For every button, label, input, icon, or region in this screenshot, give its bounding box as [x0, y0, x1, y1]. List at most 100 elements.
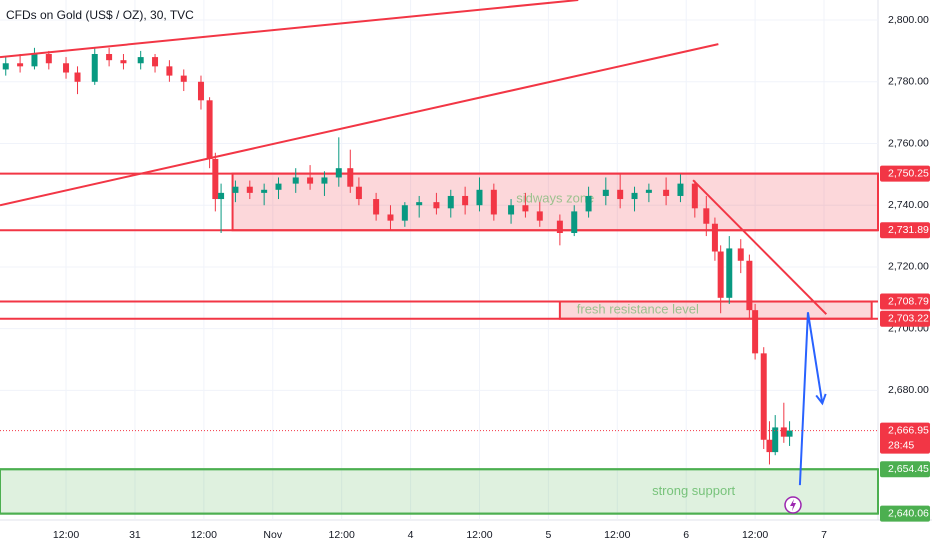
candle-body	[307, 177, 314, 184]
candle-body	[772, 427, 779, 453]
x-tick-label: 12:00	[742, 529, 768, 541]
x-tick-label: 31	[129, 529, 141, 541]
candle-body	[645, 189, 652, 193]
x-tick-label: 12:00	[466, 529, 492, 541]
candle-body	[275, 183, 282, 190]
price-label: 2,654.45	[888, 463, 929, 475]
candle-body	[63, 63, 70, 73]
trendline	[0, 43, 719, 207]
candle-body	[355, 186, 362, 200]
price-label-box	[880, 165, 930, 182]
candle-body	[416, 202, 423, 206]
candle-body	[780, 427, 787, 437]
candle-body	[786, 430, 793, 437]
x-tick-label: 12:00	[53, 529, 79, 541]
candle-body	[166, 66, 173, 76]
candle-body	[476, 189, 483, 206]
price-label-box	[880, 505, 930, 522]
price-label-box	[880, 461, 930, 478]
y-tick-label: 2,800.00	[888, 14, 929, 26]
x-tick-label: 6	[683, 529, 689, 541]
x-tick-label: 5	[545, 529, 551, 541]
zone	[231, 172, 879, 232]
y-tick-label: 2,760.00	[888, 137, 929, 149]
candle-body	[462, 195, 469, 206]
price-label-box	[880, 293, 930, 310]
y-tick-label: 2,740.00	[888, 199, 929, 211]
chart-title: CFDs on Gold (US$ / OZ), 30, TVC	[6, 8, 194, 22]
x-tick-label: 12:00	[329, 529, 355, 541]
candle-body	[617, 189, 624, 200]
x-tick-label: 4	[408, 529, 414, 541]
x-tick-label: 7	[821, 529, 827, 541]
candle-body	[711, 223, 718, 252]
candle-body	[556, 220, 563, 233]
candle-body	[106, 54, 113, 61]
zone-label: strong support	[652, 483, 735, 498]
candle-body	[760, 353, 767, 440]
candle-body	[766, 439, 773, 453]
price-label-box	[880, 310, 930, 327]
alert-icon	[784, 496, 802, 514]
candle-body	[691, 183, 698, 209]
candle-body	[602, 189, 609, 196]
candle-body	[232, 186, 239, 193]
candle-body	[31, 54, 38, 67]
y-tick-label: 2,720.00	[888, 261, 929, 273]
candle-body	[17, 63, 24, 67]
y-tick-label: 2,780.00	[888, 76, 929, 88]
trendline	[0, 0, 579, 59]
candle-body	[752, 310, 759, 354]
candle-body	[180, 75, 187, 82]
candle-body	[717, 251, 724, 298]
candle-body	[261, 189, 268, 193]
candle-body	[536, 211, 543, 221]
candle-body	[91, 54, 98, 82]
candle-body	[585, 195, 592, 212]
price-label: 2,731.89	[888, 224, 929, 236]
candle-body	[508, 205, 515, 215]
candle-body	[401, 205, 408, 221]
candle-body	[2, 63, 9, 70]
zone-label: fresh resistance level	[577, 302, 699, 317]
candle-body	[218, 192, 225, 200]
candle-body	[335, 168, 342, 178]
zone-label: sidways zone	[516, 190, 594, 205]
price-label: 2,708.79	[888, 295, 929, 307]
candle-body	[631, 192, 638, 200]
trendline	[798, 312, 824, 486]
candle-body	[746, 260, 753, 311]
price-label: 2,750.25	[888, 167, 929, 179]
candle-body	[373, 199, 380, 215]
candle-body	[677, 183, 684, 196]
candle-body	[137, 57, 144, 64]
candle-body	[490, 189, 497, 215]
candle-body	[120, 60, 127, 64]
zone	[0, 468, 879, 515]
arrow-head	[815, 393, 827, 406]
price-label-box	[880, 422, 930, 454]
candle-body	[663, 189, 670, 196]
candle-body	[152, 57, 159, 67]
candle-body	[74, 72, 81, 82]
candle-body	[347, 168, 354, 187]
price-label: 2,640.06	[888, 507, 929, 519]
x-tick-label: 12:00	[604, 529, 630, 541]
candle-body	[726, 248, 733, 298]
y-tick-label: 2,680.00	[888, 384, 929, 396]
candle-body	[447, 195, 454, 209]
candle-body	[206, 100, 213, 159]
x-tick-label: 12:00	[191, 529, 217, 541]
candle-body	[197, 81, 204, 101]
candle-body	[703, 208, 710, 224]
candle-body	[212, 158, 219, 200]
candle-body	[321, 177, 328, 184]
price-label-box	[880, 222, 930, 239]
candle-body	[571, 211, 578, 233]
countdown-label: 28:45	[888, 439, 914, 451]
candle-body	[246, 186, 253, 193]
trendline	[692, 179, 828, 315]
candle-body	[522, 205, 529, 212]
candle-body	[292, 177, 299, 184]
